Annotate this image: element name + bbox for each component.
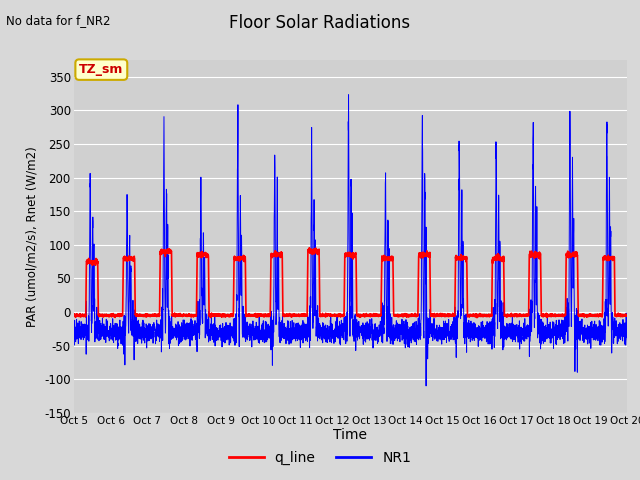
- Text: Floor Solar Radiations: Floor Solar Radiations: [229, 14, 411, 33]
- NR1: [330, 330, 337, 336]
- Text: TZ_sm: TZ_sm: [79, 63, 124, 76]
- NR1: [70, 335, 77, 341]
- q_line: [330, 312, 338, 318]
- q_line: [623, 313, 630, 319]
- q_line: [305, 245, 313, 251]
- NR1: [623, 342, 631, 348]
- q_line: [70, 312, 77, 318]
- q_line: [169, 313, 177, 319]
- q_line: [444, 312, 452, 318]
- NR1: [422, 383, 430, 389]
- q_line: [473, 315, 481, 321]
- NR1: [475, 323, 483, 329]
- NR1: [506, 327, 514, 333]
- Legend: q_line, NR1: q_line, NR1: [223, 445, 417, 471]
- Y-axis label: PAR (umol/m2/s), Rnet (W/m2): PAR (umol/m2/s), Rnet (W/m2): [26, 146, 38, 327]
- q_line: [506, 312, 514, 318]
- X-axis label: Time: Time: [333, 428, 367, 443]
- Text: No data for f_NR2: No data for f_NR2: [6, 14, 111, 27]
- q_line: [475, 312, 483, 318]
- q_line: [623, 312, 631, 318]
- Line: NR1: NR1: [74, 95, 627, 386]
- Line: q_line: q_line: [74, 248, 627, 318]
- NR1: [169, 332, 177, 337]
- NR1: [345, 92, 353, 97]
- NR1: [623, 333, 630, 339]
- NR1: [444, 334, 452, 339]
